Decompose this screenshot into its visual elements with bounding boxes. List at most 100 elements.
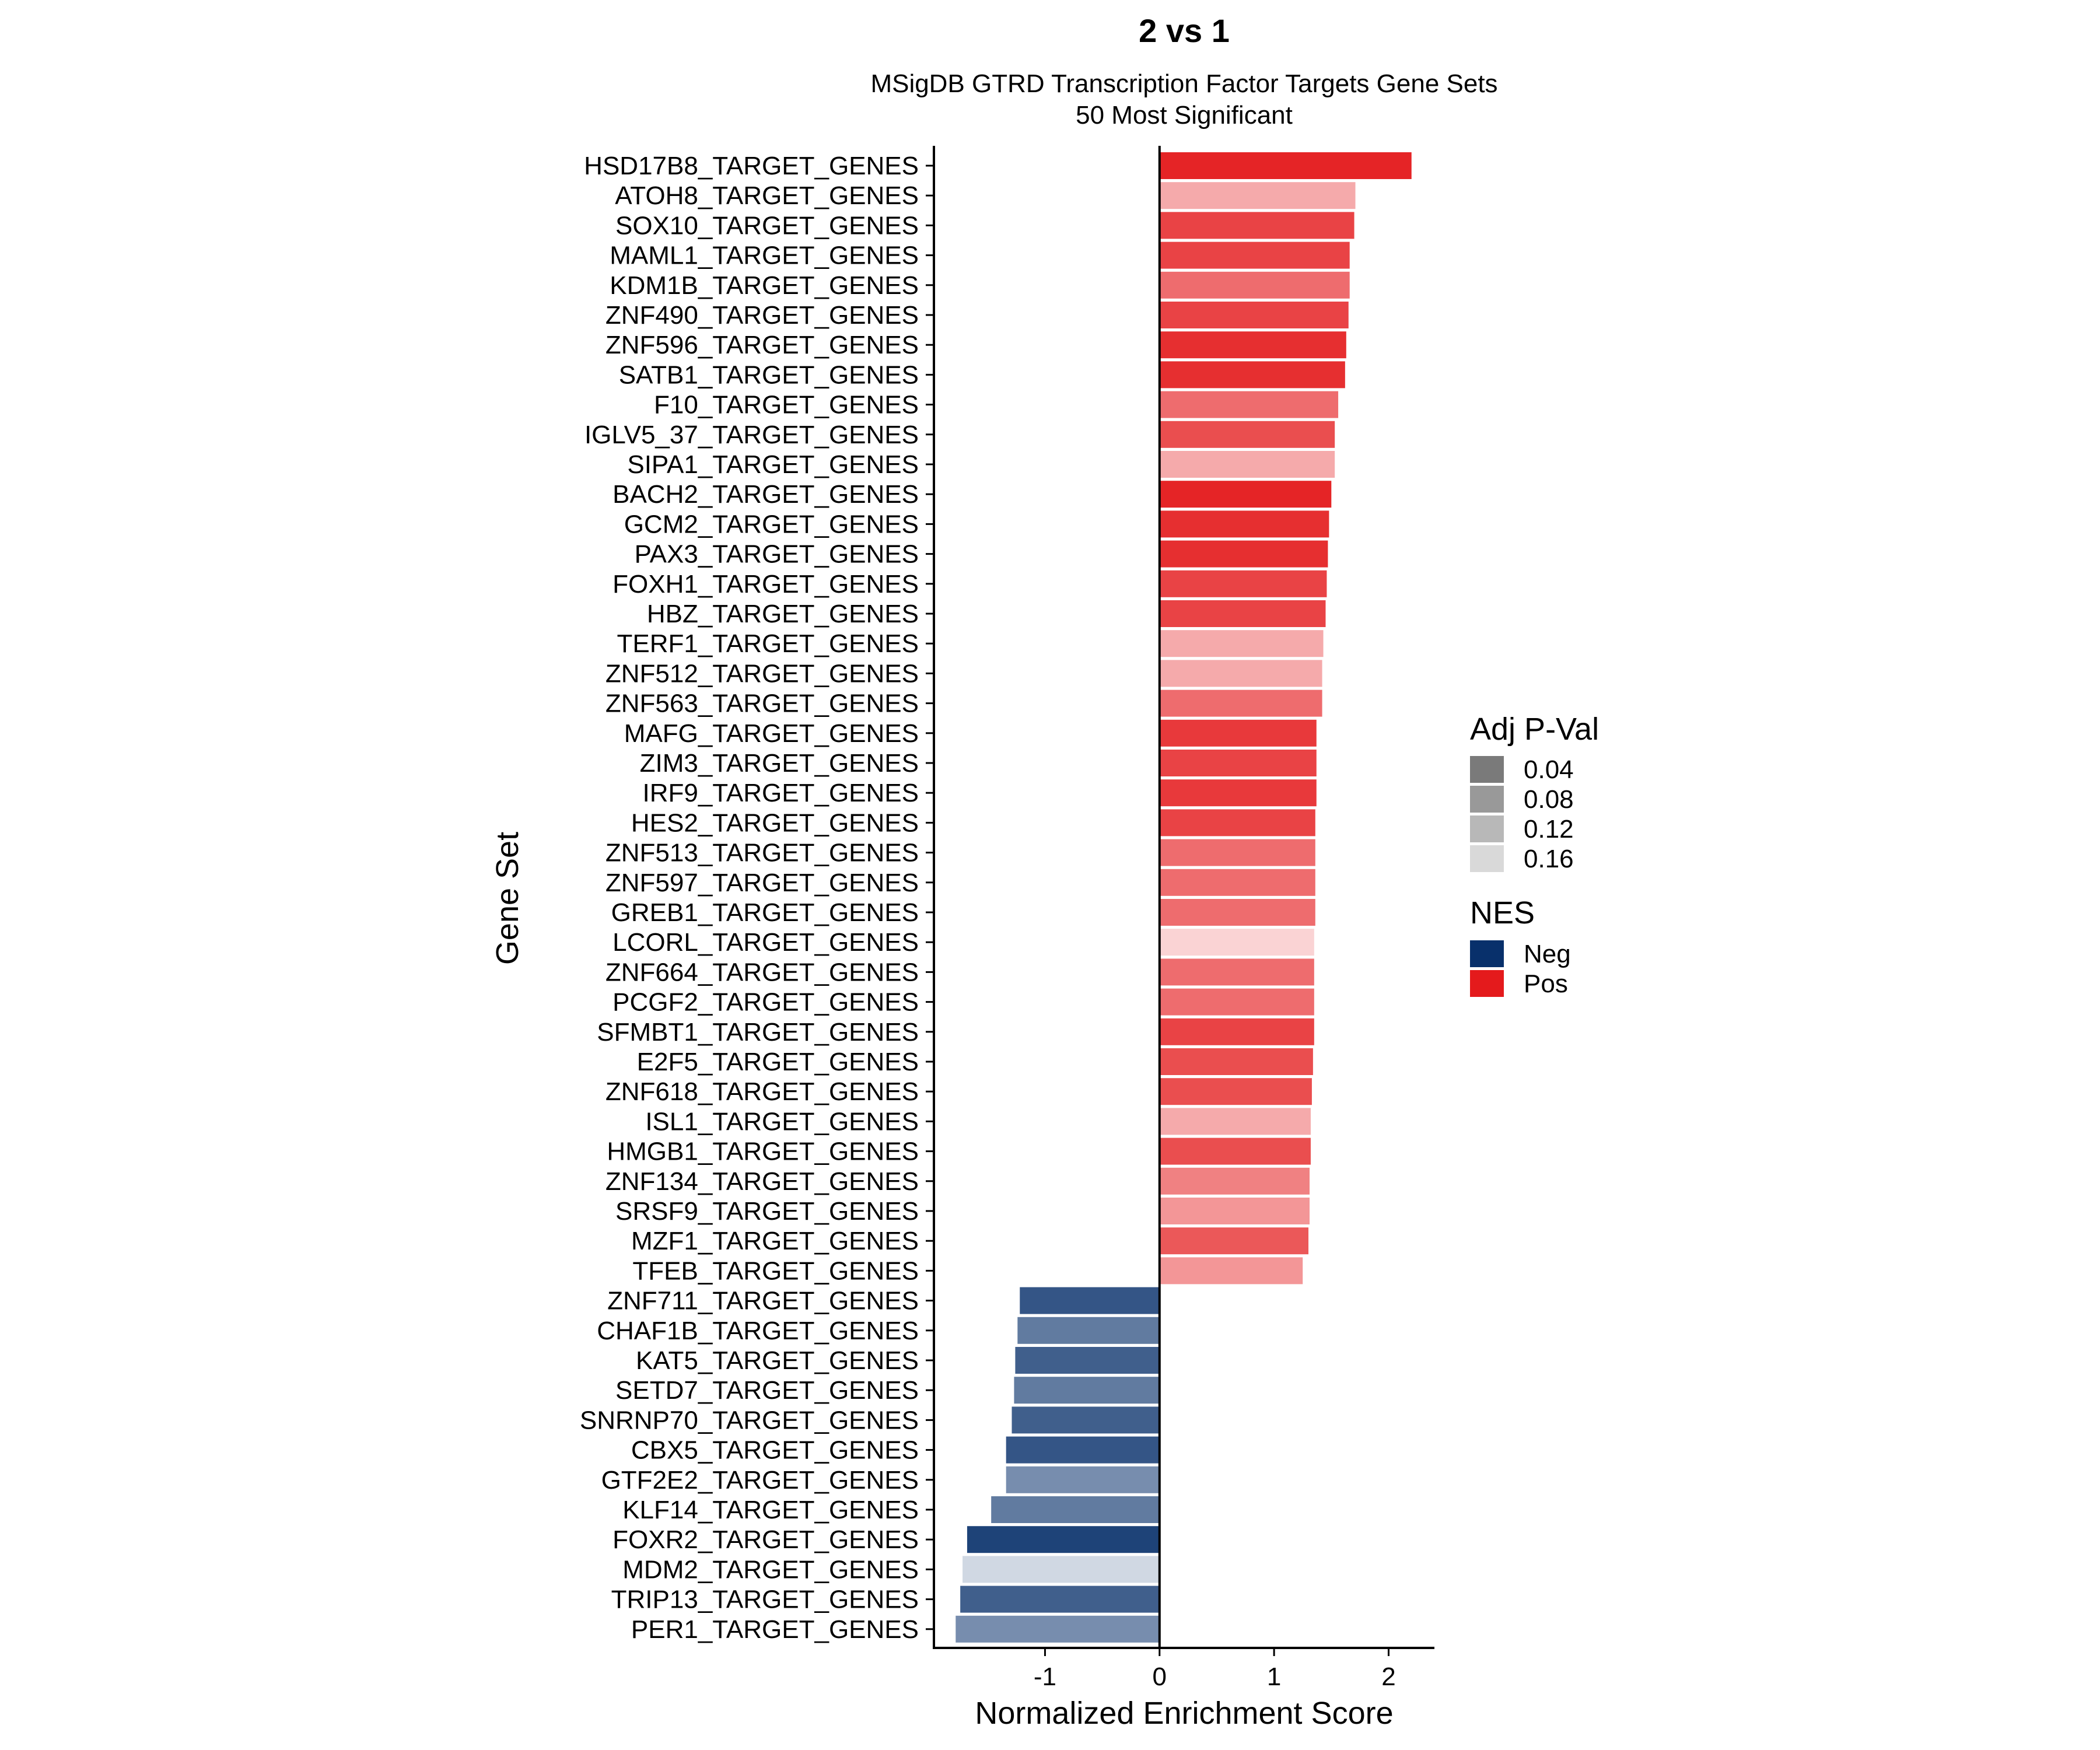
y-tick-label: ZNF711_TARGET_GENES (607, 1287, 919, 1315)
y-tick-label: ATOH8_TARGET_GENES (615, 181, 919, 210)
bar-satb1-target-genes (1159, 361, 1345, 388)
bar-mzf1-target-genes (1159, 1227, 1309, 1255)
legend-pval-label: 0.04 (1524, 755, 1574, 784)
y-tick-label: IRF9_TARGET_GENES (642, 779, 919, 807)
y-tick-label: GREB1_TARGET_GENES (611, 898, 919, 927)
bar-trip13-target-genes (960, 1586, 1160, 1613)
y-tick-label: KDM1B_TARGET_GENES (610, 271, 919, 300)
y-tick-label: ZNF134_TARGET_GENES (606, 1167, 919, 1196)
bar-pax3-target-genes (1159, 540, 1328, 568)
y-tick-label: BACH2_TARGET_GENES (612, 480, 919, 509)
y-tick-label: MZF1_TARGET_GENES (631, 1227, 919, 1255)
y-tick-label: HBZ_TARGET_GENES (647, 600, 919, 628)
bar-znf664-target-genes (1159, 958, 1314, 986)
bar-znf490-target-genes (1159, 302, 1349, 328)
bar-f10-target-genes (1159, 391, 1339, 418)
legend-nes-swatch-pos (1470, 970, 1504, 997)
y-tick-label: ZNF513_TARGET_GENES (606, 839, 919, 867)
bar-kdm1b-target-genes (1159, 271, 1350, 299)
bar-lcorl-target-genes (1159, 929, 1314, 956)
legend-pval-swatch (1470, 816, 1504, 842)
bar-kat5-target-genes (1015, 1347, 1160, 1374)
bar-isl1-target-genes (1159, 1108, 1311, 1135)
bars-group (956, 152, 1412, 1643)
y-tick-label: HMGB1_TARGET_GENES (607, 1138, 919, 1166)
legend-nes-label-neg: Neg (1524, 940, 1571, 968)
legend-nes-swatch-neg (1470, 940, 1504, 967)
bar-zim3-target-genes (1159, 750, 1317, 776)
bar-pcgf2-target-genes (1159, 988, 1314, 1016)
y-tick-label: PAX3_TARGET_GENES (635, 540, 919, 569)
bar-gtf2e2-target-genes (1006, 1466, 1160, 1493)
legend-pval-label: 0.16 (1524, 845, 1574, 873)
bar-setd7-target-genes (1014, 1377, 1160, 1404)
y-tick-label: KAT5_TARGET_GENES (636, 1346, 919, 1375)
x-tick-label: 1 (1267, 1662, 1281, 1691)
bar-mdm2-target-genes (963, 1556, 1160, 1583)
x-axis-ticks: -1 0 1 2 (1034, 1648, 1396, 1691)
y-tick-label: CBX5_TARGET_GENES (631, 1436, 919, 1465)
y-tick-label: ZNF490_TARGET_GENES (606, 301, 919, 330)
legend-pval-swatch (1470, 756, 1504, 783)
bar-znf134-target-genes (1159, 1167, 1310, 1195)
bar-srsf9-target-genes (1159, 1198, 1310, 1224)
y-tick-label: SETD7_TARGET_GENES (615, 1376, 919, 1405)
bar-maml1-target-genes (1159, 242, 1350, 269)
y-tick-label: ZIM3_TARGET_GENES (640, 749, 919, 778)
legend-pval-label: 0.08 (1524, 785, 1574, 814)
bar-terf1-target-genes (1159, 630, 1324, 657)
y-tick-label: MDM2_TARGET_GENES (622, 1555, 919, 1584)
bar-gcm2-target-genes (1159, 510, 1329, 538)
legend-pval-swatch (1470, 845, 1504, 872)
legend-title-adj-pval: Adj P-Val (1470, 712, 1599, 747)
y-tick-label: SIPA1_TARGET_GENES (627, 450, 919, 479)
bar-klf14-target-genes (991, 1496, 1160, 1523)
bar-mafg-target-genes (1159, 719, 1317, 747)
bar-tfeb-target-genes (1159, 1257, 1303, 1284)
chart-subtitle-line-2: 50 Most Significant (1076, 101, 1293, 130)
x-tick-label: 0 (1153, 1662, 1167, 1691)
bar-snrnp70-target-genes (1012, 1406, 1160, 1434)
bar-znf596-target-genes (1159, 331, 1346, 359)
x-tick-label: 2 (1381, 1662, 1395, 1691)
y-axis-title: Gene Set (490, 832, 525, 965)
bar-sox10-target-genes (1159, 212, 1354, 239)
y-tick-label: SATB1_TARGET_GENES (619, 360, 919, 389)
bar-znf711-target-genes (1020, 1287, 1160, 1314)
y-tick-label: TERF1_TARGET_GENES (617, 629, 919, 658)
y-tick-label: HSD17B8_TARGET_GENES (584, 152, 919, 180)
y-tick-label: LCORL_TARGET_GENES (612, 928, 919, 957)
y-tick-label: ZNF618_TARGET_GENES (606, 1077, 919, 1106)
y-tick-label: KLF14_TARGET_GENES (622, 1496, 919, 1524)
y-tick-label: IGLV5_37_TARGET_GENES (584, 421, 919, 449)
y-tick-label: HES2_TARGET_GENES (631, 808, 919, 837)
bar-per1-target-genes (956, 1615, 1160, 1643)
chart-subtitle-line-1: MSigDB GTRD Transcription Factor Targets… (870, 69, 1497, 98)
y-tick-label: ISL1_TARGET_GENES (645, 1107, 919, 1136)
y-tick-label: GCM2_TARGET_GENES (624, 510, 919, 538)
bar-foxh1-target-genes (1159, 570, 1327, 597)
y-tick-label: SNRNP70_TARGET_GENES (580, 1406, 919, 1434)
legend-pval-swatch (1470, 786, 1504, 813)
x-axis-title: Normalized Enrichment Score (975, 1696, 1393, 1731)
y-tick-label: MAFG_TARGET_GENES (624, 719, 919, 748)
y-tick-label: PCGF2_TARGET_GENES (612, 988, 919, 1017)
y-tick-label: FOXH1_TARGET_GENES (612, 570, 919, 598)
y-tick-label: TFEB_TARGET_GENES (632, 1256, 919, 1285)
bar-sfmbt1-target-genes (1159, 1018, 1314, 1045)
y-tick-label: E2F5_TARGET_GENES (637, 1048, 919, 1076)
bar-bach2-target-genes (1159, 481, 1332, 508)
y-tick-label: ZNF563_TARGET_GENES (606, 690, 919, 718)
legend-pval-items: 0.040.080.120.16 (1470, 755, 1574, 873)
legend-nes-label-pos: Pos (1524, 970, 1568, 998)
bar-cbx5-target-genes (1006, 1436, 1160, 1464)
chart-title: 2 vs 1 (1139, 12, 1230, 49)
legend-title-nes: NES (1470, 895, 1535, 930)
y-tick-label: GTF2E2_TARGET_GENES (601, 1466, 919, 1494)
y-tick-label: MAML1_TARGET_GENES (610, 242, 919, 270)
y-axis-ticks: HSD17B8_TARGET_GENESATOH8_TARGET_GENESSO… (580, 152, 934, 1644)
y-tick-label: ZNF596_TARGET_GENES (606, 331, 919, 359)
bar-znf513-target-genes (1159, 839, 1315, 866)
